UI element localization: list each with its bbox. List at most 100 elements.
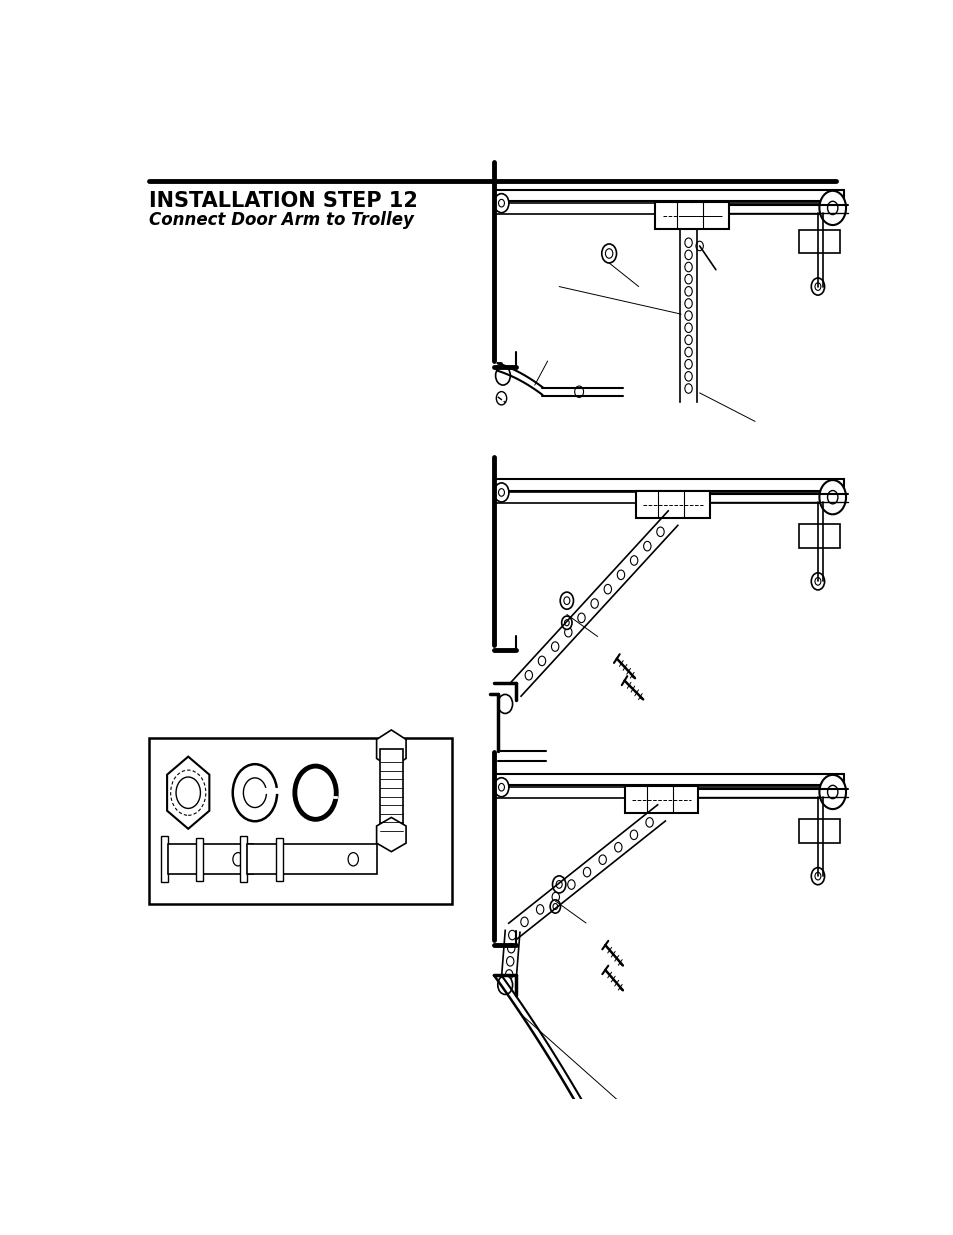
- Circle shape: [684, 347, 692, 357]
- FancyBboxPatch shape: [494, 479, 843, 490]
- Circle shape: [507, 944, 515, 953]
- Circle shape: [684, 384, 692, 393]
- FancyBboxPatch shape: [624, 787, 698, 813]
- Circle shape: [601, 245, 616, 263]
- FancyBboxPatch shape: [636, 492, 709, 519]
- Circle shape: [684, 262, 692, 272]
- Circle shape: [498, 783, 504, 792]
- Circle shape: [630, 556, 638, 566]
- Circle shape: [537, 656, 545, 666]
- Circle shape: [495, 366, 510, 385]
- Circle shape: [819, 774, 845, 809]
- Circle shape: [497, 694, 512, 714]
- Circle shape: [508, 930, 516, 940]
- Circle shape: [552, 892, 558, 902]
- Circle shape: [524, 671, 532, 680]
- Circle shape: [494, 194, 508, 212]
- Circle shape: [590, 599, 598, 609]
- FancyBboxPatch shape: [275, 839, 283, 881]
- Circle shape: [656, 527, 663, 536]
- Polygon shape: [376, 818, 406, 852]
- Circle shape: [684, 299, 692, 309]
- Circle shape: [582, 867, 590, 877]
- FancyBboxPatch shape: [168, 844, 253, 874]
- Circle shape: [684, 238, 692, 247]
- Circle shape: [684, 324, 692, 332]
- Circle shape: [567, 879, 575, 889]
- Circle shape: [684, 274, 692, 284]
- Circle shape: [814, 578, 820, 585]
- FancyBboxPatch shape: [149, 737, 452, 904]
- Circle shape: [498, 489, 504, 496]
- Circle shape: [814, 283, 820, 290]
- Circle shape: [578, 613, 584, 622]
- Circle shape: [494, 483, 508, 501]
- Circle shape: [551, 642, 558, 651]
- Circle shape: [814, 872, 820, 881]
- Circle shape: [564, 620, 569, 626]
- Circle shape: [506, 957, 514, 966]
- Circle shape: [583, 1120, 596, 1135]
- Circle shape: [605, 248, 612, 258]
- Circle shape: [505, 969, 513, 979]
- FancyBboxPatch shape: [494, 190, 843, 201]
- FancyBboxPatch shape: [494, 787, 843, 798]
- Circle shape: [810, 868, 823, 884]
- Circle shape: [684, 335, 692, 345]
- Circle shape: [294, 766, 335, 819]
- Circle shape: [563, 597, 569, 604]
- Circle shape: [556, 881, 561, 888]
- FancyBboxPatch shape: [494, 204, 843, 214]
- Text: INSTALLATION STEP 12: INSTALLATION STEP 12: [149, 191, 417, 211]
- FancyBboxPatch shape: [239, 836, 247, 882]
- Circle shape: [643, 541, 650, 551]
- FancyBboxPatch shape: [655, 203, 728, 228]
- Circle shape: [498, 199, 504, 207]
- Circle shape: [614, 842, 621, 852]
- Circle shape: [598, 855, 606, 864]
- Circle shape: [243, 778, 266, 808]
- FancyBboxPatch shape: [379, 748, 403, 834]
- Circle shape: [819, 190, 845, 225]
- Circle shape: [496, 391, 506, 405]
- Circle shape: [553, 904, 558, 909]
- Circle shape: [603, 584, 611, 594]
- Circle shape: [684, 251, 692, 259]
- Circle shape: [684, 311, 692, 320]
- Circle shape: [520, 918, 528, 926]
- FancyBboxPatch shape: [494, 493, 843, 503]
- Circle shape: [826, 201, 837, 215]
- Circle shape: [176, 777, 200, 809]
- FancyBboxPatch shape: [247, 844, 376, 874]
- Circle shape: [233, 852, 243, 866]
- Circle shape: [826, 490, 837, 504]
- FancyBboxPatch shape: [195, 839, 203, 881]
- Text: Connect Door Arm to Trolley: Connect Door Arm to Trolley: [149, 211, 414, 228]
- FancyBboxPatch shape: [494, 774, 843, 785]
- FancyBboxPatch shape: [161, 836, 168, 882]
- Circle shape: [617, 571, 624, 579]
- Circle shape: [497, 976, 512, 994]
- Circle shape: [630, 830, 637, 840]
- Circle shape: [696, 241, 702, 251]
- Circle shape: [574, 387, 583, 398]
- Circle shape: [684, 287, 692, 296]
- Circle shape: [810, 278, 823, 295]
- Circle shape: [536, 905, 543, 914]
- Circle shape: [645, 818, 653, 827]
- Polygon shape: [376, 730, 406, 768]
- Circle shape: [552, 876, 565, 893]
- FancyBboxPatch shape: [799, 230, 840, 253]
- Circle shape: [550, 900, 560, 913]
- Circle shape: [810, 573, 823, 590]
- Circle shape: [561, 616, 572, 630]
- Polygon shape: [167, 757, 209, 829]
- Circle shape: [684, 372, 692, 382]
- Circle shape: [559, 592, 573, 609]
- Circle shape: [348, 852, 358, 866]
- FancyBboxPatch shape: [799, 819, 840, 842]
- Circle shape: [494, 778, 508, 797]
- Circle shape: [564, 627, 572, 637]
- Circle shape: [826, 785, 837, 799]
- Circle shape: [819, 480, 845, 514]
